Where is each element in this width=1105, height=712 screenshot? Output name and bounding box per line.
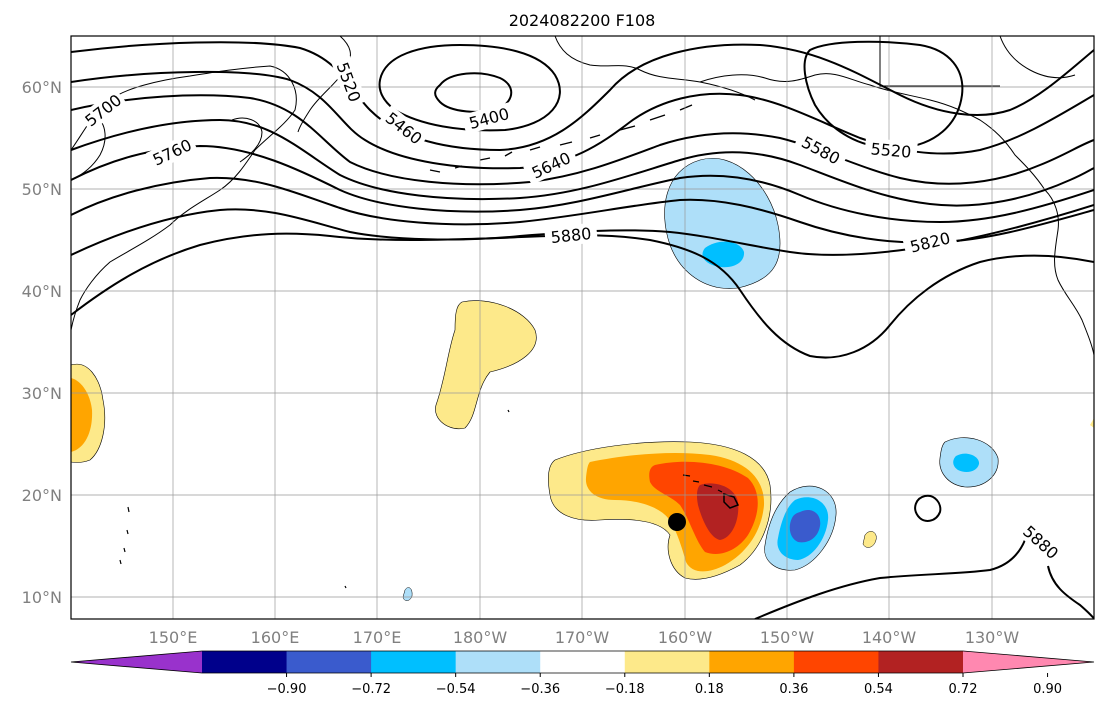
colorbar-segment (540, 651, 626, 673)
lon-tick-label: 150°E (149, 628, 198, 647)
colorbar-tick-label: −0.54 (436, 682, 476, 697)
anomaly-positive-central (435, 300, 537, 430)
graticule (71, 36, 1094, 619)
coastlines (71, 36, 1094, 589)
colorbar-tick-label: −0.18 (605, 682, 645, 697)
figure-title: 2024082200 F108 (509, 11, 656, 30)
colorbar-segment (455, 651, 541, 673)
colorbar-segment (878, 651, 964, 673)
anomaly-positive-hawaii (548, 441, 772, 580)
anomaly-small-blobs (402, 418, 1094, 601)
colorbar-tick-label: 0.36 (779, 682, 808, 697)
lat-tick-label: 20°N (22, 486, 62, 505)
contour-label: 5880 (550, 224, 592, 247)
lat-tick-label: 60°N (22, 78, 62, 97)
colorbar-segment (371, 651, 457, 673)
lon-tick-label: 170°W (555, 628, 610, 647)
colorbar-extend-high (963, 651, 1094, 673)
lat-tick-label: 40°N (22, 282, 62, 301)
longitude-labels: 150°E 160°E 170°E 180°W 170°W 160°W 150°… (149, 628, 1020, 647)
lon-tick-label: 130°W (965, 628, 1020, 647)
lon-tick-label: 180°W (453, 628, 508, 647)
colorbar-segment (709, 651, 795, 673)
lat-tick-label: 30°N (22, 384, 62, 403)
colorbar-tick-label: 0.90 (1033, 682, 1062, 697)
colorbar-segment (624, 651, 710, 673)
lon-tick-label: 160°W (658, 628, 713, 647)
contour-label: 5520 (870, 139, 912, 161)
latitude-labels: 60°N 50°N 40°N 30°N 20°N 10°N (22, 78, 62, 607)
colorbar-tick-label: 0.72 (949, 682, 978, 697)
colorbar-outline (70, 650, 1095, 674)
lat-tick-label: 50°N (22, 180, 62, 199)
colorbar-tick-label: −0.72 (351, 682, 391, 697)
colorbar-tick-label: −0.36 (520, 682, 560, 697)
colorbar-segment (793, 651, 879, 673)
lon-tick-label: 170°E (353, 628, 402, 647)
colorbar-segment (202, 651, 288, 673)
lon-tick-label: 160°E (251, 628, 300, 647)
lon-tick-label: 150°W (760, 628, 815, 647)
colorbar-extend-low (71, 651, 202, 673)
colorbar-tick-label: −0.90 (267, 682, 307, 697)
lat-tick-label: 10°N (22, 588, 62, 607)
anomaly-positive-west (71, 363, 106, 463)
storm-center-dot (668, 513, 686, 531)
map-panel (71, 36, 1094, 619)
colorbar-tick-label: 0.54 (864, 682, 893, 697)
lon-tick-label: 140°W (862, 628, 917, 647)
colorbar: −0.90 −0.72 −0.54 −0.36 −0.18 0.18 0.36 0.54 0.7… (70, 650, 1095, 697)
map-frame (70, 35, 1095, 620)
anomaly-negative-east-hawaii (764, 485, 837, 571)
colorbar-tick-label: 0.18 (695, 682, 724, 697)
colorbar-segment (286, 651, 372, 673)
